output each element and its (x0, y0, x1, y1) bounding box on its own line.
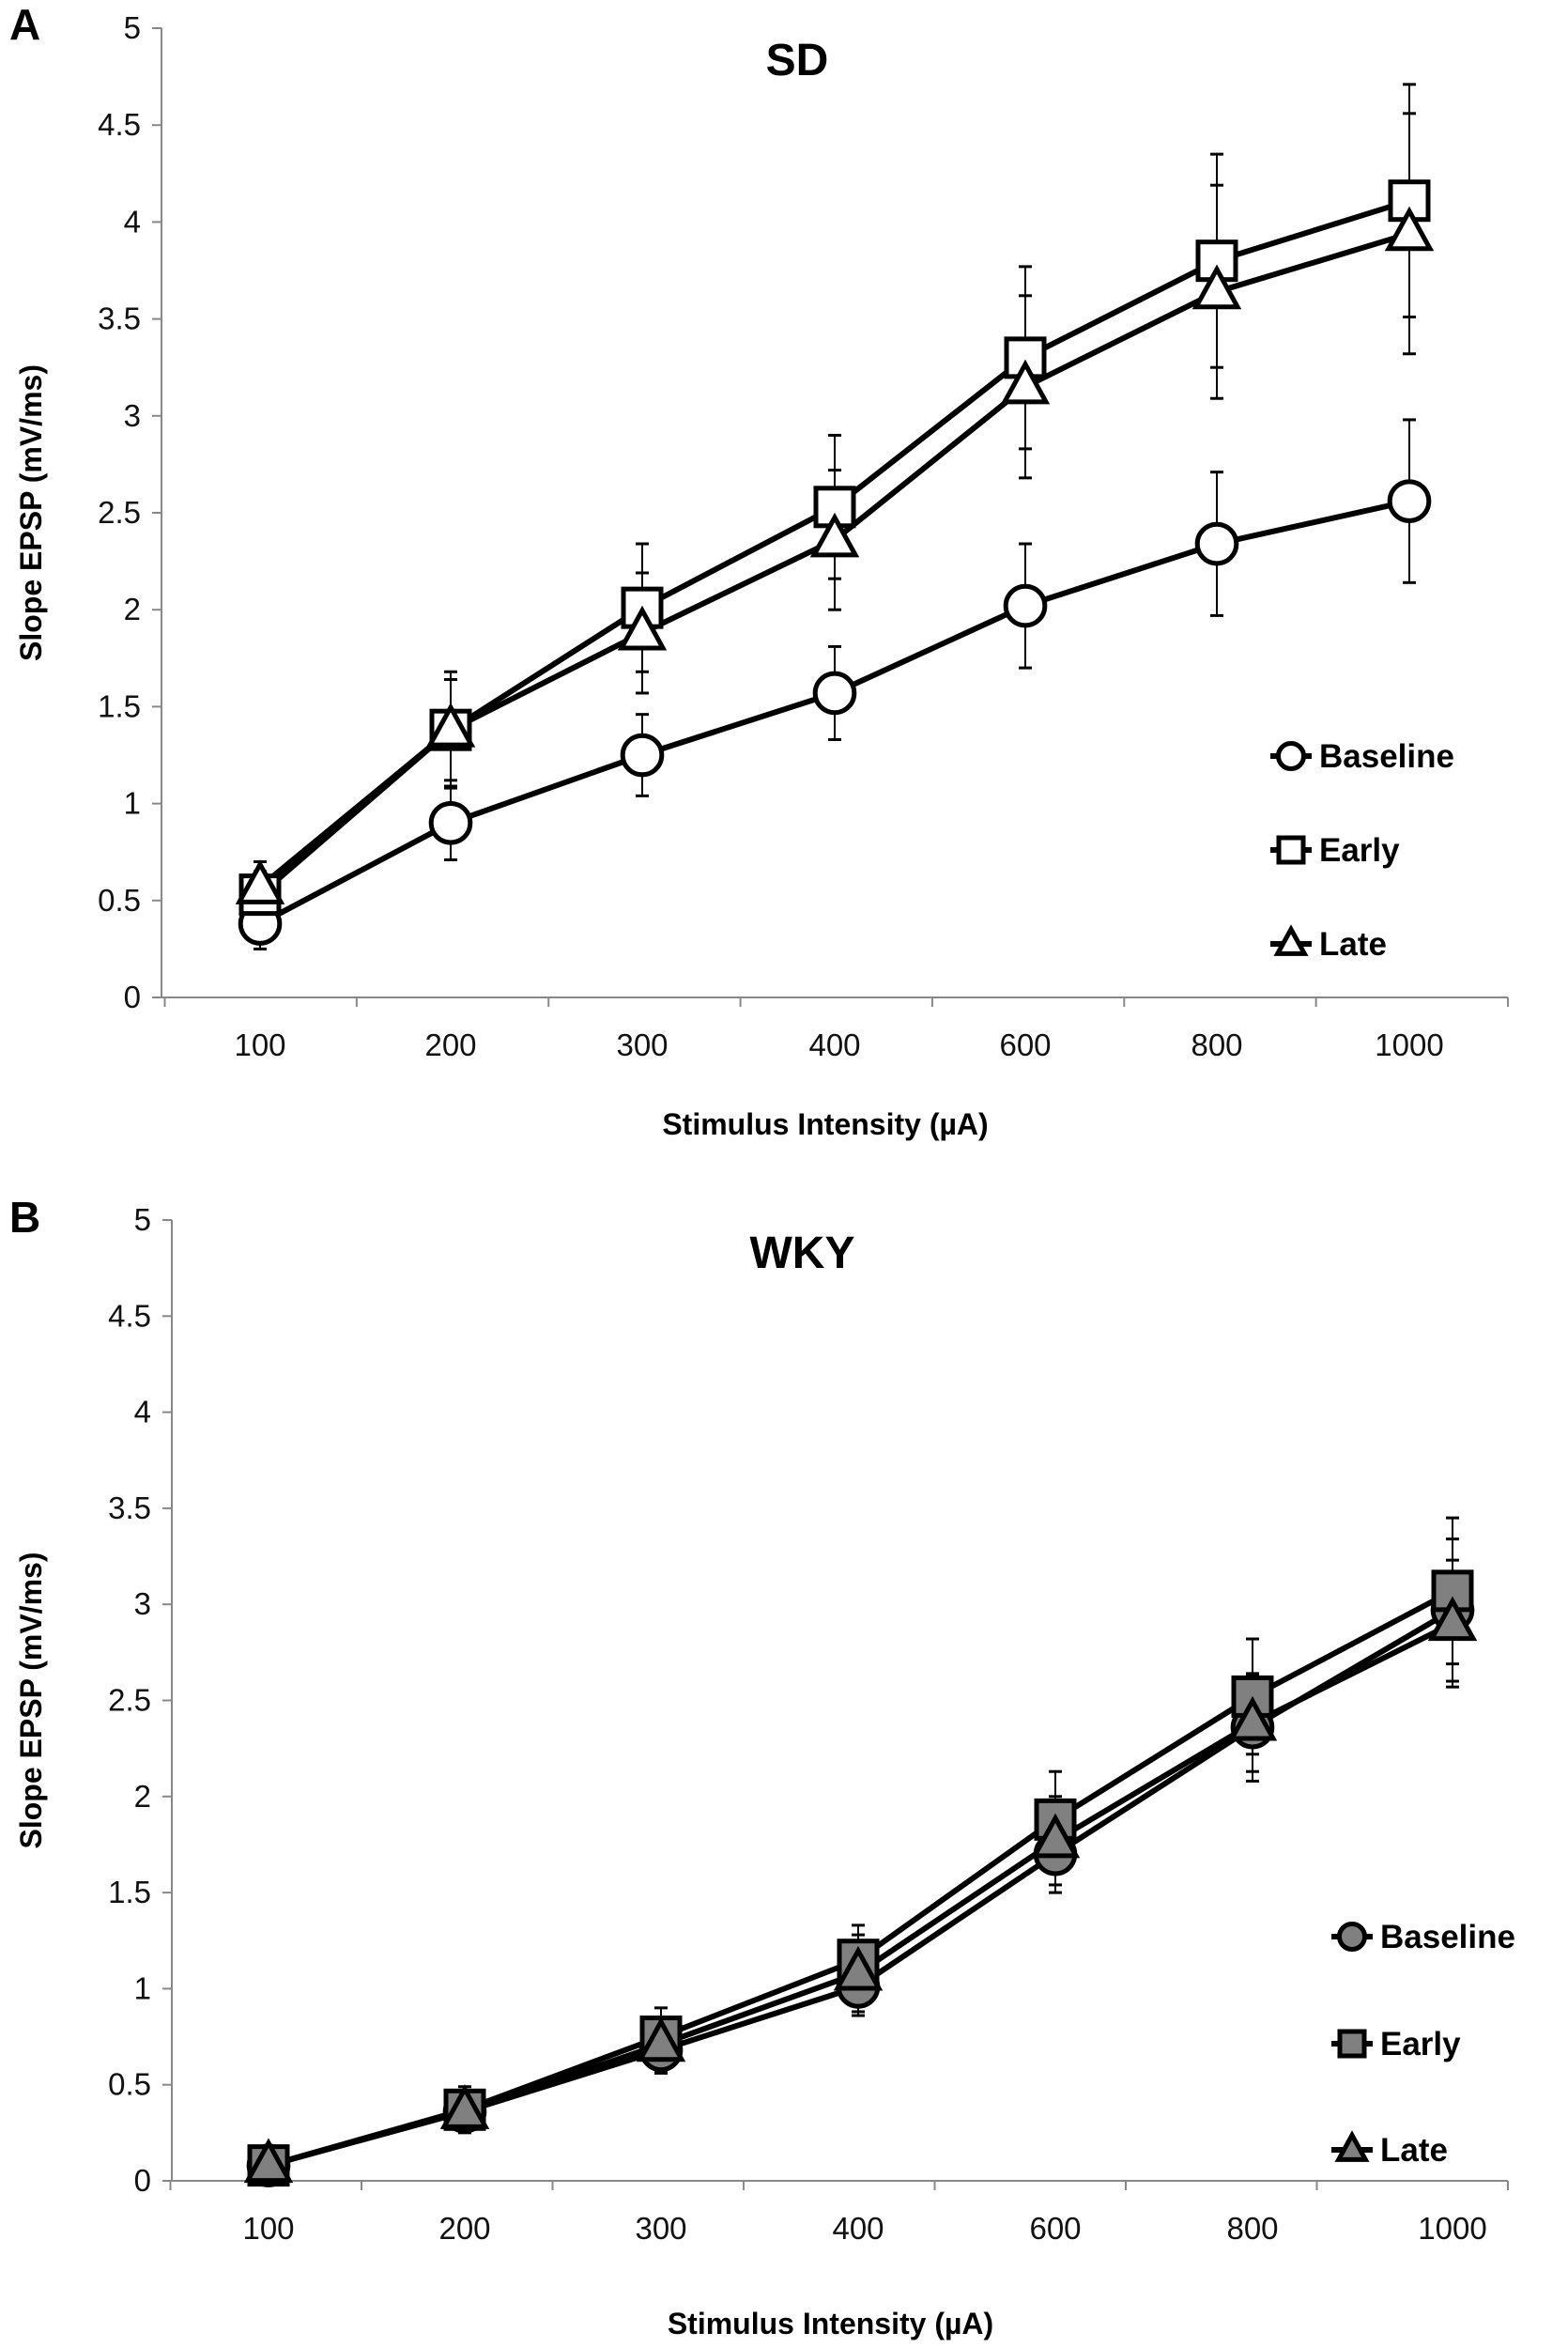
y-axis-label: Slope EPSP (mV/ms) (14, 364, 48, 661)
marker-square (1276, 835, 1306, 865)
legend-item-baseline: Baseline (1270, 738, 1454, 775)
y-tick-label: 3.5 (98, 301, 141, 336)
marker-triangle (439, 2084, 490, 2129)
x-tick-label: 200 (424, 1027, 476, 1062)
x-tick-label: 600 (1029, 2211, 1081, 2246)
x-tick-label: 600 (999, 1027, 1051, 1062)
y-tick-label: 5 (124, 10, 141, 45)
y-tick-label: 1 (124, 786, 141, 821)
y-tick-label: 0 (124, 980, 141, 1014)
y-tick-label: 5 (134, 1202, 151, 1237)
x-tick-label: 200 (438, 2211, 490, 2246)
marker-circle (812, 671, 857, 716)
series-line-late (268, 1620, 1454, 2169)
legend-item-early: Early (1331, 2026, 1461, 2062)
x-tick-label: 400 (832, 2211, 884, 2246)
legend-label: Early (1319, 832, 1400, 869)
y-axis-label: Slope EPSP (mV/ms) (14, 1552, 48, 1849)
marker-triangle (1030, 1813, 1081, 1859)
marker-triangle (636, 2016, 686, 2062)
y-tick-label: 1.5 (98, 688, 141, 723)
marker-circle (1336, 1921, 1368, 1953)
y-tick-label: 2 (134, 1779, 151, 1814)
panel-label: A (9, 0, 40, 49)
y-tick-label: 1 (134, 1970, 151, 2005)
legend-label: Baseline (1380, 1919, 1515, 1955)
x-axis-label: Stimulus Intensity (µA) (662, 1107, 988, 1141)
x-tick-label: 300 (635, 2211, 686, 2246)
marker-triangle (425, 702, 476, 748)
marker-triangle (1227, 1695, 1278, 1741)
legend-item-early: Early (1270, 832, 1400, 869)
y-tick-label: 3.5 (108, 1491, 151, 1525)
y-tick-label: 2.5 (98, 495, 141, 530)
panel-label: B (9, 1193, 40, 1242)
marker-triangle (235, 859, 285, 904)
legend-label: Early (1380, 2026, 1461, 2062)
x-tick-label: 100 (242, 2211, 294, 2246)
series-line-early (268, 1588, 1454, 2169)
legend-label: Late (1319, 926, 1387, 963)
chart-title: WKY (750, 1228, 855, 1278)
chart-panel-b: B WKY 0 0.5 1 1.5 2 2.5 3 3.5 4 4.5 5 100 200 300 400 600… (9, 1193, 1515, 2340)
marker-triangle (1273, 924, 1309, 956)
y-tick-label: 3 (124, 398, 141, 433)
marker-circle (1387, 479, 1432, 523)
chart-panel-a: A SD 0 0.5 1 1.5 2 2.5 3 3.5 4 4.5 5 100 200 300 400 600 8… (9, 0, 1509, 1141)
y-tick-label: 3 (134, 1586, 151, 1621)
y-tick-label: 2.5 (108, 1683, 151, 1718)
y-tick-label: 4 (124, 204, 141, 239)
x-tick-label: 1000 (1375, 1027, 1443, 1062)
marker-circle (1194, 521, 1239, 566)
marker-square (1337, 2029, 1367, 2059)
legend-label: Late (1380, 2132, 1448, 2169)
y-tick-label: 0 (134, 2163, 151, 2198)
chart-title: SD (766, 36, 829, 85)
x-tick-label: 100 (234, 1027, 285, 1062)
x-tick-label: 400 (808, 1027, 860, 1062)
legend-item-late: Late (1270, 924, 1387, 963)
x-axis-label: Stimulus Intensity (µA) (668, 2307, 993, 2340)
y-tick-label: 4 (134, 1395, 151, 1429)
marker-triangle (833, 1945, 884, 1991)
marker-triangle (1384, 206, 1435, 252)
y-tick-label: 2 (124, 592, 141, 626)
legend-item-late: Late (1331, 2130, 1448, 2169)
y-tick-label: 4.5 (108, 1298, 151, 1333)
legend-item-baseline: Baseline (1331, 1919, 1515, 1955)
x-tick-label: 800 (1191, 1027, 1242, 1062)
x-tick-label: 800 (1226, 2211, 1278, 2246)
y-tick-label: 0.5 (108, 2067, 151, 2102)
marker-circle (1003, 583, 1048, 628)
marker-triangle (1427, 1596, 1478, 1642)
marker-triangle (1000, 359, 1051, 405)
marker-circle (428, 800, 473, 845)
legend-label: Baseline (1319, 738, 1454, 775)
marker-circle (1275, 740, 1307, 772)
series-line-baseline (268, 1607, 1454, 2169)
marker-triangle (809, 512, 860, 558)
marker-triangle (243, 2138, 294, 2184)
marker-circle (620, 733, 665, 778)
marker-triangle (1191, 264, 1242, 310)
y-tick-label: 0.5 (98, 883, 141, 918)
x-tick-label: 300 (616, 1027, 668, 1062)
marker-triangle (1334, 2130, 1370, 2162)
y-tick-label: 1.5 (108, 1875, 151, 1909)
y-tick-label: 4.5 (98, 107, 141, 142)
marker-triangle (617, 605, 668, 651)
x-tick-label: 1000 (1418, 2211, 1486, 2246)
